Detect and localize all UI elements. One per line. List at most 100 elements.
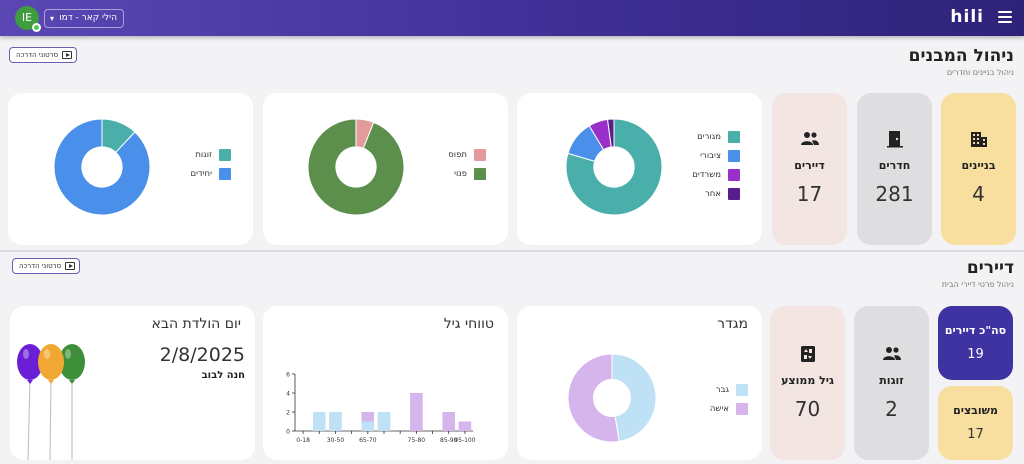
building-usage-card: מגורים ציבורי משרדים אחר	[517, 93, 762, 245]
stat-label: זוגות	[879, 374, 904, 387]
stat-value: 70	[794, 397, 821, 421]
resident-type-legend: זוגות יחידים	[171, 145, 231, 183]
donut-slice[interactable]	[606, 118, 615, 148]
legend-item[interactable]: אחר	[680, 184, 740, 203]
account-select[interactable]: הילי קאר - דמו ▾	[44, 9, 124, 28]
resident-type-donut-chart	[53, 118, 151, 216]
legend-swatch	[474, 167, 486, 180]
birthday-name: חנה לבוב	[201, 370, 245, 381]
legend-swatch	[728, 130, 740, 143]
legend-item[interactable]: ציבורי	[680, 146, 740, 165]
stat-card-couples[interactable]: זוגות 2	[854, 306, 929, 460]
stat-value: 2	[885, 397, 898, 421]
y-tick-label: 6	[286, 372, 290, 379]
stat-value: 17	[796, 182, 823, 206]
donut-slice[interactable]	[565, 118, 663, 216]
resident-type-card: זוגות יחידים	[8, 93, 253, 245]
age-bar-segment[interactable]	[377, 412, 391, 431]
legend-label: יחידים	[190, 168, 212, 179]
page-subtitle: ניהול בניינים וחדרים	[946, 68, 1014, 77]
gender-donut-chart	[567, 353, 657, 443]
age-bar-segment[interactable]	[361, 412, 375, 422]
legend-label: מגורים	[697, 131, 721, 142]
residents-section-header: דיירים ניהול פרטי דיירי הבית	[942, 258, 1014, 289]
buildings-section-header: ניהול המבנים ניהול בניינים וחדרים	[909, 46, 1014, 77]
section-divider	[0, 250, 1024, 252]
y-tick-label: 0	[286, 429, 290, 436]
x-tick-label: 85-90	[440, 437, 458, 444]
age-bar-segment[interactable]	[410, 393, 423, 431]
legend-swatch	[736, 402, 748, 415]
x-tick-label: 0-18	[296, 437, 310, 444]
stat-card-rooms[interactable]: חדרים 281	[857, 93, 932, 245]
legend-item[interactable]: זוגות	[171, 145, 231, 164]
legend-item[interactable]: מגורים	[680, 127, 740, 146]
age-bar-segment[interactable]	[442, 412, 456, 431]
gender-card: מגדר גבר אישה	[517, 306, 762, 460]
gender-legend: גבר אישה	[698, 380, 748, 418]
stat-value: 19	[967, 347, 984, 362]
app-logo[interactable]: hili	[950, 7, 984, 27]
stat-label: משובצים	[953, 404, 998, 417]
account-select-label: הילי קאר - דמו	[59, 13, 117, 23]
stat-value: 17	[967, 427, 984, 442]
chevron-down-icon: ▾	[50, 14, 55, 23]
legend-item[interactable]: גבר	[698, 380, 748, 399]
card-title: יום הולדת הבא	[151, 316, 242, 332]
legend-item[interactable]: משרדים	[680, 165, 740, 184]
section-subtitle: ניהול פרטי דיירי הבית	[941, 280, 1014, 289]
online-status-icon	[32, 23, 41, 32]
legend-item[interactable]: אישה	[698, 399, 748, 418]
next-birthday-card: יום הולדת הבא 2/8/2025 חנה לבוב	[10, 306, 255, 460]
tutorial-videos-button[interactable]: סרטוני הדרכה	[9, 47, 78, 63]
play-video-icon	[62, 51, 73, 59]
balloons-icon	[17, 344, 85, 460]
card-title: טווחי גיל	[443, 316, 494, 332]
legend-label: גבר	[715, 384, 729, 395]
stat-card-buildings[interactable]: בניינים 4	[941, 93, 1016, 245]
legend-item[interactable]: יחידים	[171, 164, 231, 183]
age-range-card: טווחי גיל 0 2 4 6 0-18 30-50 65-70 75-80 85-90 95…	[263, 306, 508, 460]
avatar-initials: IE	[21, 11, 33, 24]
legend-label: אחר	[704, 188, 721, 199]
y-tick-label: 4	[286, 391, 290, 398]
stat-card-total-residents[interactable]: סה"כ דיירים 19	[938, 306, 1013, 380]
donut-slice[interactable]	[307, 118, 405, 216]
tutorial-videos-label: סרטוני הדרכה	[19, 262, 62, 270]
tutorial-videos-label: סרטוני הדרכה	[16, 51, 59, 59]
legend-item[interactable]: תפוס	[426, 145, 486, 164]
stat-card-assigned[interactable]: משובצים 17	[938, 386, 1013, 460]
legend-swatch	[728, 168, 740, 181]
legend-swatch	[728, 149, 740, 162]
avatar[interactable]: IE	[15, 6, 41, 32]
room-occupancy-card: תפוס פנוי	[263, 93, 508, 245]
age-bar-segment[interactable]	[329, 412, 342, 431]
legend-label: אישה	[709, 403, 729, 414]
room-occupancy-legend: תפוס פנוי	[426, 145, 486, 183]
menu-icon[interactable]	[998, 11, 1012, 23]
donut-slice[interactable]	[53, 118, 151, 216]
tutorial-videos-button[interactable]: סרטוני הדרכה	[12, 258, 81, 274]
stat-label: חדרים	[878, 159, 911, 172]
top-bar: hili IE הילי קאר - דמו ▾	[0, 0, 1024, 36]
age-bar-segment[interactable]	[361, 421, 375, 432]
x-tick-label: 75-80	[408, 437, 426, 444]
elevator-icon	[800, 346, 815, 362]
stat-card-average-age[interactable]: גיל ממוצע 70	[770, 306, 845, 460]
page-title: ניהול המבנים	[908, 46, 1014, 66]
x-tick-label: 30-50	[327, 437, 345, 444]
legend-label: זוגות	[195, 149, 212, 160]
donut-slice[interactable]	[567, 353, 620, 443]
people-icon	[800, 132, 819, 145]
building-usage-donut-chart	[565, 118, 663, 216]
x-tick-label: 95-100	[454, 437, 475, 444]
legend-swatch	[474, 148, 486, 161]
legend-swatch	[728, 187, 740, 200]
age-bar-segment[interactable]	[312, 412, 326, 431]
stat-card-residents[interactable]: דיירים 17	[772, 93, 847, 245]
donut-slice[interactable]	[611, 353, 657, 442]
room-occupancy-donut-chart	[307, 118, 405, 216]
legend-item[interactable]: פנוי	[426, 164, 486, 183]
age-bar-segment[interactable]	[458, 421, 472, 432]
